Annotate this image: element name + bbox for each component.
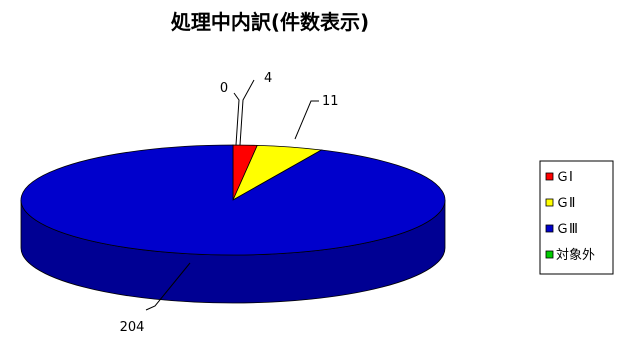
data-label-g1: 4 (264, 71, 272, 86)
data-label-g2: 11 (322, 94, 339, 109)
leader-line-other (233, 92, 240, 146)
legend-swatch-g3 (545, 224, 554, 233)
leader-line-g2 (294, 100, 319, 140)
pie-tops (20, 144, 446, 256)
data-label-g3: 204 (120, 320, 145, 335)
legend-label-g2: ＧⅡ (556, 196, 575, 211)
leader-line-g3 (145, 262, 191, 311)
leader-line-g1 (239, 79, 255, 146)
legend-label-g1: ＧⅠ (556, 170, 573, 185)
legend-swatch-other (545, 250, 554, 259)
legend-label-g3: ＧⅢ (556, 222, 578, 237)
data-label-other: 0 (220, 81, 228, 96)
pie-data-labels: 4 11 204 0 (120, 71, 339, 335)
legend-label-other: 対象外 (556, 248, 595, 263)
pie-slice-g3 (20, 144, 446, 256)
legend: ＧⅠ ＧⅡ ＧⅢ 対象外 (539, 160, 614, 275)
legend-swatch-g1 (545, 172, 554, 181)
legend-swatch-g2 (545, 198, 554, 207)
chart-title: 処理中内訳(件数表示) (171, 10, 369, 34)
